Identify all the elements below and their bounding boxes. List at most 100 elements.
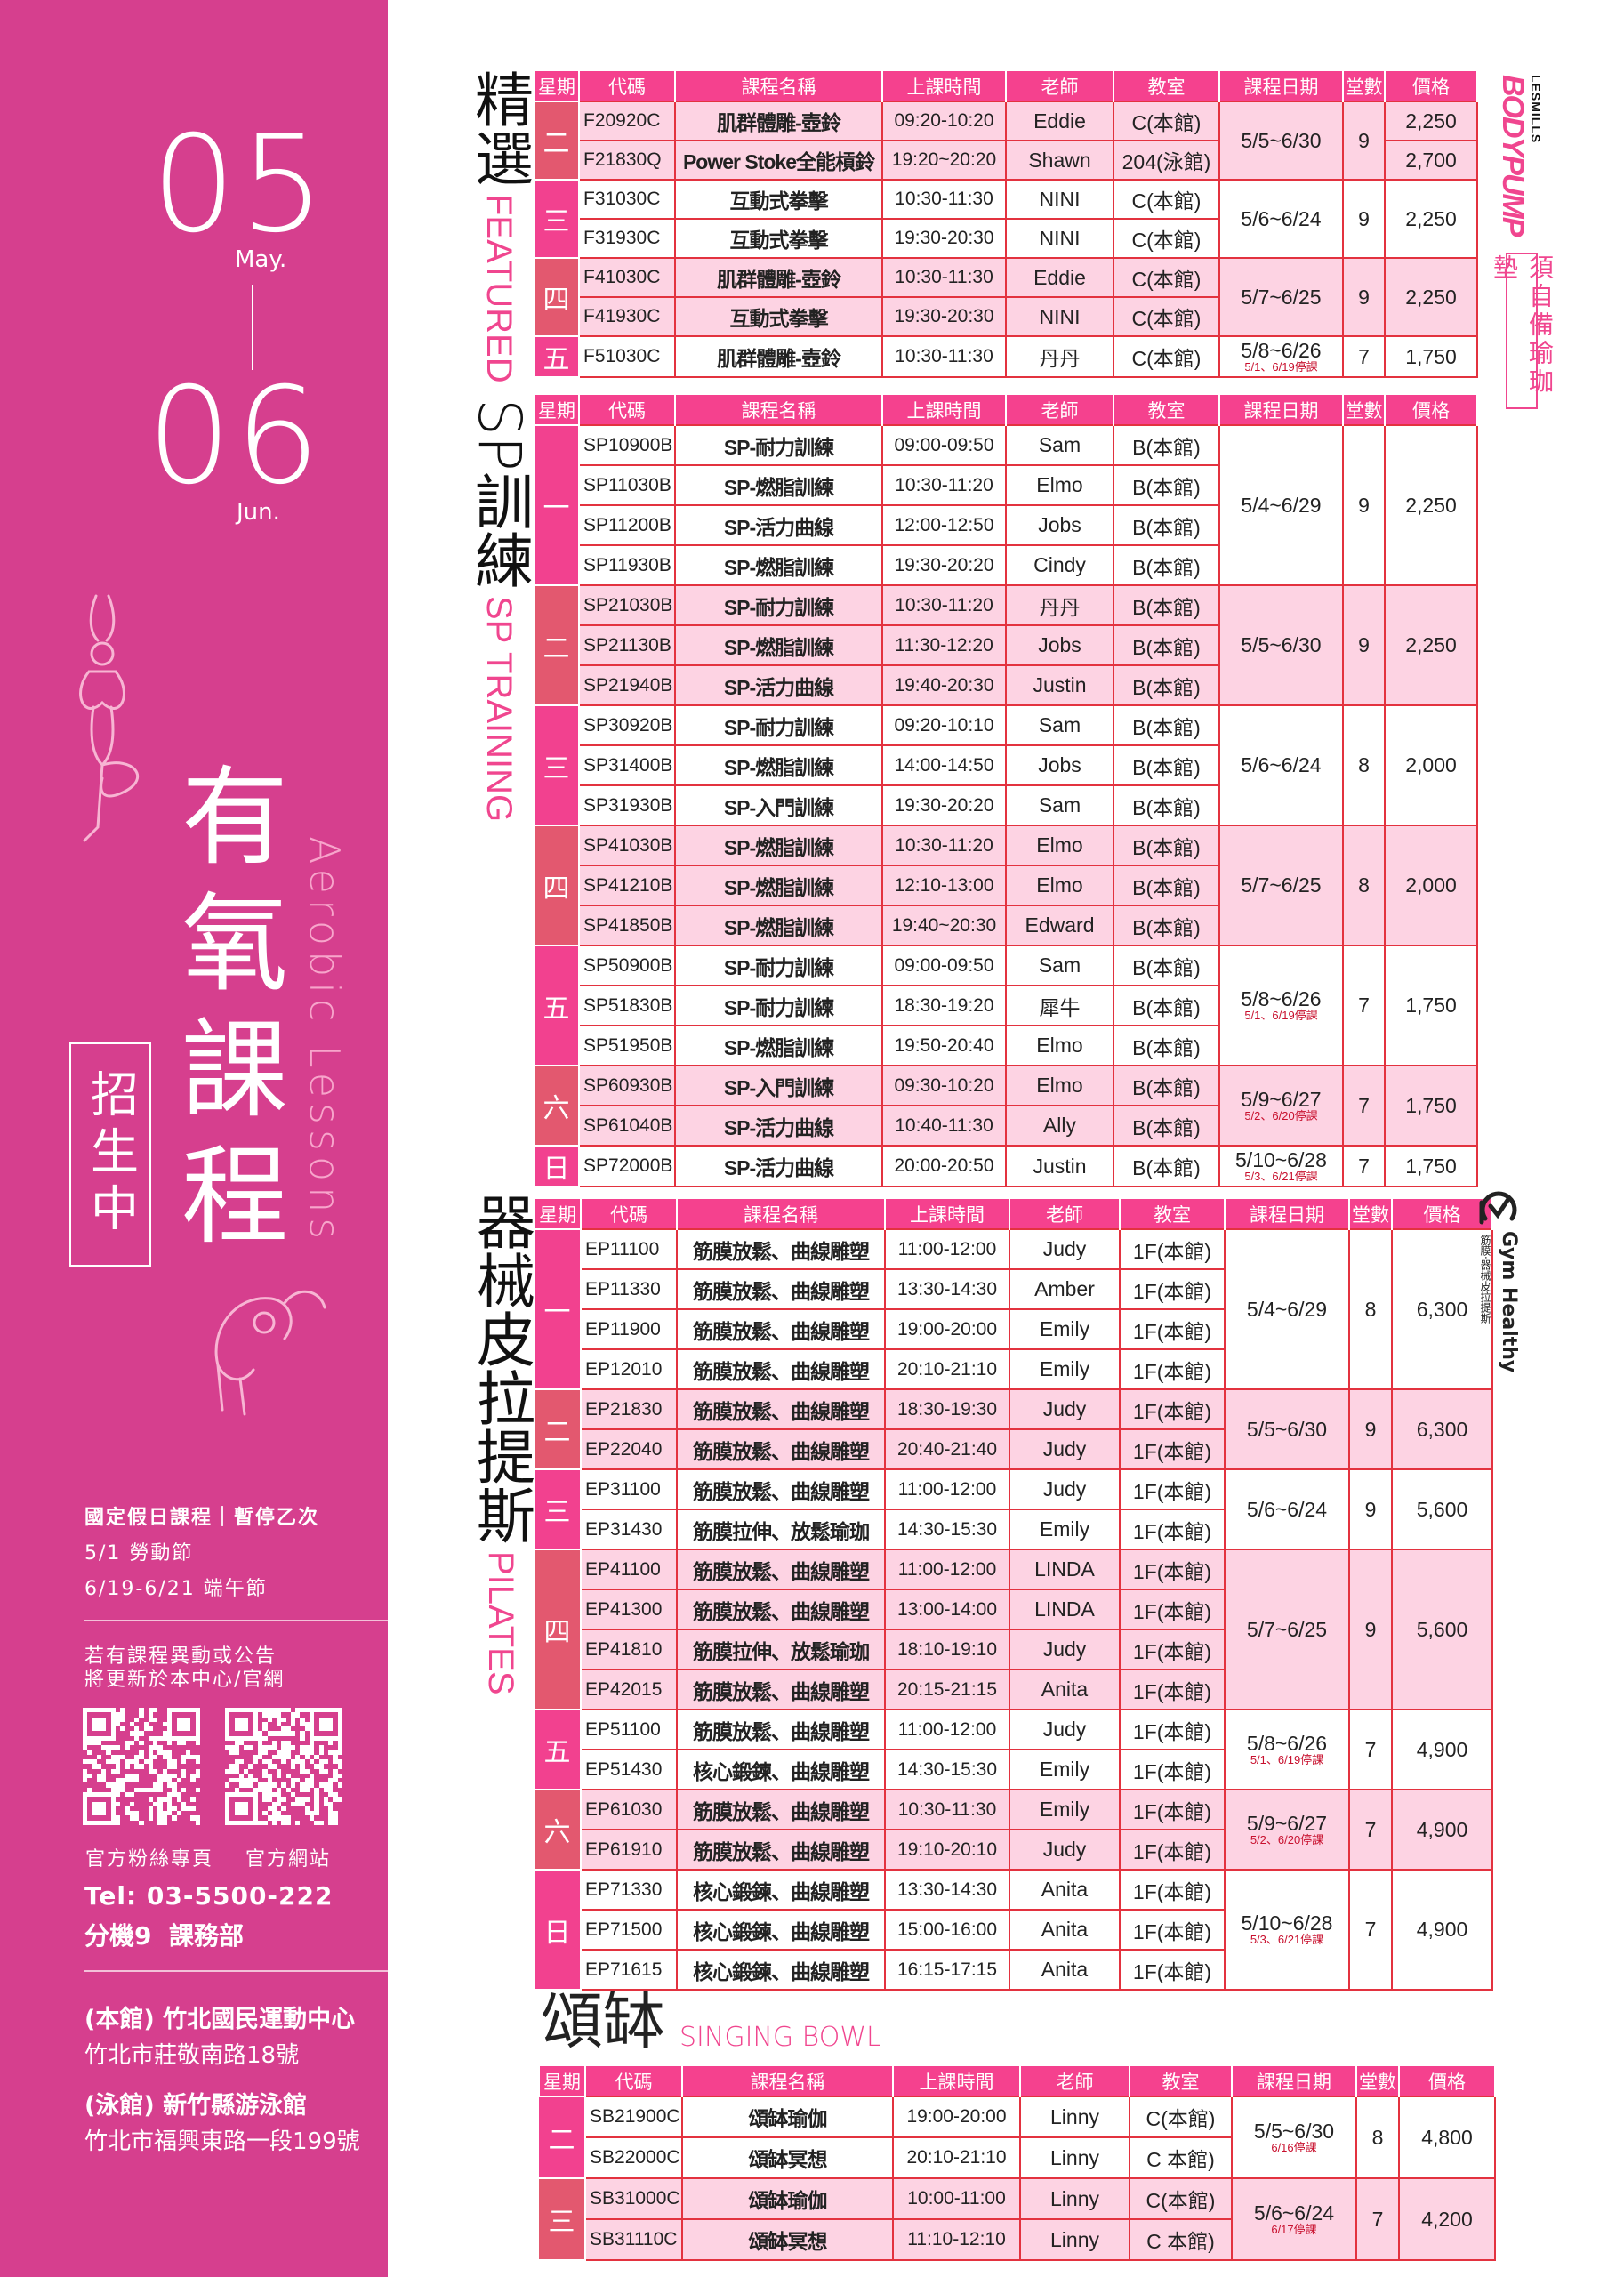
course-date: 5/9~6/27 (1241, 1087, 1322, 1111)
table-row[interactable]: 一 EP11100 筋膜放鬆、曲線雕塑 11:00-12:00 Judy 1F(本館) 5/… (535, 1228, 1493, 1390)
table-row[interactable]: 五 F51030C 肌群體雕-壺鈴 10:30-11:30 丹丹 C(本館) 5/8~6/2… (535, 335, 1478, 378)
course-room: 1F(本館) (1119, 1428, 1226, 1470)
course-room: 1F(本館) (1119, 1228, 1226, 1270)
table-row[interactable]: SP21940B SP-活力曲線 19:40-20:30 Justin B(本館) (535, 664, 1477, 706)
table-row[interactable]: 三 EP31100 筋膜放鬆、曲線雕塑 11:00-12:00 Judy 1F(本館) 5/… (535, 1468, 1493, 1550)
section-title-sp: SP訓練 SP TRAINING (465, 398, 534, 822)
column-header: 代碼 (578, 395, 676, 425)
course-code: SP41850B (578, 905, 676, 946)
course-name: SP-燃脂訓練 (674, 1025, 883, 1066)
table-row[interactable]: 四 F41030C 肌群體雕-壺鈴 10:30-11:30 Eddie C(本館) 5/7~… (535, 257, 1478, 337)
table-row[interactable]: EP71615 核心鍛鍊、曲線雕塑 16:15-17:15 Anita 1F(本館) (535, 1949, 1492, 1991)
table-row[interactable]: F41930C 互動式拳擊 19:30-20:30 NINI C(本館) (535, 296, 1477, 337)
suspension-note: 5/3、6/21停課 (1244, 1169, 1318, 1183)
table-row[interactable]: SB22000C 頌缽冥想 20:10-21:10 Linny C 本館) (539, 2136, 1495, 2179)
table-row[interactable]: SP11930B SP-燃脂訓練 19:30-20:20 Cindy B(本館) (535, 544, 1477, 586)
table-row[interactable]: EP22040 筋膜放鬆、曲線雕塑 20:40-21:40 Judy 1F(本館) (535, 1428, 1492, 1470)
course-date: 5/10~6/28 (1235, 1147, 1327, 1171)
course-room: B(本館) (1113, 865, 1220, 906)
course-time: 11:00-12:00 (884, 1468, 1010, 1510)
course-date-cell: 5/8~6/26 5/1、6/19停課 (1218, 335, 1344, 378)
course-teacher: Shawn (1005, 140, 1114, 181)
table-row[interactable]: SP11030B SP-燃脂訓練 10:30-11:20 Elmo B(本館) (535, 464, 1477, 506)
column-header: 上課時間 (892, 2066, 1021, 2096)
venue-address: 竹北市莊敬南路18號 (84, 2042, 300, 2069)
course-price: 2,000 (1384, 704, 1478, 826)
table-row[interactable]: 五 SP50900B SP-耐力訓練 09:00-09:50 Sam B(本館) 5/8~6… (535, 945, 1478, 1066)
table-row[interactable]: SP21130B SP-燃脂訓練 11:30-12:20 Jobs B(本館) (535, 624, 1477, 666)
course-teacher: Sam (1005, 784, 1114, 826)
course-teacher: 丹丹 (1005, 584, 1114, 626)
table-row[interactable]: 二 SP21030B SP-耐力訓練 10:30-11:20 丹丹 B(本館) 5/5~6/… (535, 584, 1478, 706)
table-row[interactable]: EP11330 筋膜放鬆、曲線雕塑 13:30-14:30 Amber 1F(本館) (535, 1268, 1492, 1310)
course-room: C 本館) (1129, 2136, 1233, 2179)
course-time: 18:10-19:10 (884, 1629, 1010, 1670)
table-row[interactable]: 三 SP30920B SP-耐力訓練 09:20-10:10 Sam B(本館) 5/6~6… (535, 704, 1478, 826)
course-time: 09:00-09:50 (881, 945, 1007, 986)
course-teacher: Eddie (1005, 101, 1114, 141)
section-title-cn: 頌缽 (541, 1985, 665, 2058)
table-row[interactable]: 三 F31030C 互動式拳擊 10:30-11:30 NINI C(本館) 5/6~6/2… (535, 179, 1478, 259)
website-qr-code[interactable] (225, 1708, 342, 1825)
table-row[interactable]: 一 SP10900B SP-耐力訓練 09:00-09:50 Sam B(本館) 5/4~6… (535, 424, 1478, 586)
table-row[interactable]: 二 F20920C 肌群體雕-壺鈴 09:20-10:20 Eddie C(本館) 5/5~… (535, 101, 1478, 181)
course-time: 19:10-20:10 (884, 1829, 1010, 1871)
qr-label-website: 官方網站 (245, 1848, 332, 1871)
table-row[interactable]: SP41210B SP-燃脂訓練 12:10-13:00 Elmo B(本館) (535, 865, 1477, 906)
table-row[interactable]: 二 EP21830 筋膜放鬆、曲線雕塑 18:30-19:30 Judy 1F(本館) 5/… (535, 1388, 1493, 1470)
course-code: F20920C (578, 101, 676, 141)
table-row[interactable]: F31930C 互動式拳擊 19:30-20:30 NINI C(本館) (535, 218, 1477, 259)
table-row[interactable]: SP51950B SP-燃脂訓練 19:50-20:40 Elmo B(本館) (535, 1025, 1477, 1066)
course-teacher: Judy (1009, 1228, 1121, 1270)
phone-number[interactable]: Tel: 03-5500-222 (84, 1881, 334, 1911)
table-row[interactable]: 四 EP41100 筋膜放鬆、曲線雕塑 11:00-12:00 LINDA 1F(本館) 5… (535, 1549, 1493, 1710)
table-row[interactable]: EP41810 筋膜拉伸、放鬆瑜珈 18:10-19:10 Judy 1F(本館) (535, 1629, 1492, 1670)
table-row[interactable]: EP12010 筋膜放鬆、曲線雕塑 20:10-21:10 Emily 1F(本館) (535, 1348, 1492, 1390)
column-header: 上課時間 (881, 71, 1007, 101)
course-code: F31030C (578, 179, 676, 220)
table-row[interactable]: EP31430 筋膜拉伸、放鬆瑜珈 14:30-15:30 Emily 1F(本館) (535, 1509, 1492, 1550)
course-teacher: Judy (1009, 1829, 1121, 1871)
course-code: EP71615 (580, 1949, 678, 1991)
table-row[interactable]: SP31400B SP-燃脂訓練 14:00-14:50 Jobs B(本館) (535, 744, 1477, 786)
table-row[interactable]: 二 SB21900C 頌缽瑜伽 19:00-20:00 Linny C(本館) 5/5~6/… (539, 2096, 1496, 2179)
table-row[interactable]: SP51830B SP-耐力訓練 18:30-19:20 犀牛 B(本館) (535, 985, 1477, 1026)
table-row[interactable]: SP41850B SP-燃脂訓練 19:40~20:30 Edward B(本館) (535, 905, 1477, 946)
table-row[interactable]: 四 SP41030B SP-燃脂訓練 10:30-11:20 Elmo B(本館) 5/7~… (535, 825, 1478, 946)
course-code: SP11200B (578, 504, 676, 546)
course-room: 1F(本館) (1119, 1829, 1226, 1871)
facebook-qr-code[interactable] (83, 1708, 200, 1825)
table-row[interactable]: F21830Q Power Stoke全能槓鈴 19:20~20:20 Shawn 20… (535, 140, 1478, 181)
table-row[interactable]: 六 EP61030 筋膜放鬆、曲線雕塑 10:30-11:30 Emily 1F(本館) 5… (535, 1789, 1493, 1871)
table-row[interactable]: 日 EP71330 核心鍛鍊、曲線雕塑 13:30-14:30 Anita 1F(本館) 5… (535, 1869, 1493, 1991)
session-count: 9 (1348, 1549, 1393, 1710)
table-row[interactable]: 日 SP72000B SP-活力曲線 20:00-20:50 Justin B(本館) 5/… (535, 1145, 1478, 1187)
table-row[interactable]: SB31110C 頌缽冥想 11:10-12:10 Linny C 本館) (539, 2218, 1495, 2261)
section-title-en: PILATES (481, 1551, 520, 1695)
table-row[interactable]: EP42015 筋膜放鬆、曲線雕塑 20:15-21:15 Anita 1F(本館) (535, 1669, 1492, 1710)
table-row[interactable]: 三 SB31000C 頌缽瑜伽 10:00-11:00 Linny C(本館) 5/6~6/… (539, 2177, 1496, 2261)
table-row[interactable]: EP11900 筋膜放鬆、曲線雕塑 19:00-20:00 Emily 1F(本館) (535, 1308, 1492, 1350)
featured-schedule-table: 星期 代碼 課程名稱 上課時間 老師 教室 課程日期 堂數 價格二 F20920C 肌群體雕-壺鈴 0… (534, 71, 1478, 378)
table-row[interactable]: SP61040B SP-活力曲線 10:40-11:30 Ally B(本館) (535, 1105, 1477, 1147)
table-row[interactable]: 六 SP60930B SP-入門訓練 09:30-10:20 Elmo B(本館) 5/9~… (535, 1065, 1478, 1147)
course-date-cell: 5/4~6/29 (1218, 424, 1344, 586)
table-row[interactable]: SP31930B SP-入門訓練 19:30-20:20 Sam B(本館) (535, 784, 1477, 826)
course-room: C(本館) (1129, 2177, 1233, 2220)
course-code: F31930C (578, 218, 676, 259)
column-header: 教室 (1119, 1199, 1226, 1229)
weekday-cell: 日 (535, 1869, 582, 1991)
table-row[interactable]: SP11200B SP-活力曲線 12:00-12:50 Jobs B(本館) (535, 504, 1477, 546)
table-row[interactable]: EP41300 筋膜放鬆、曲線雕塑 13:00-14:00 LINDA 1F(本館) (535, 1589, 1492, 1630)
table-row[interactable]: EP51430 核心鍛鍊、曲線雕塑 14:30-15:30 Emily 1F(本館) (535, 1749, 1492, 1790)
table-row[interactable]: EP71500 核心鍛鍊、曲線雕塑 15:00-16:00 Anita 1F(本館) (535, 1909, 1492, 1951)
column-header: 堂數 (1348, 1199, 1393, 1229)
course-teacher: Elmo (1005, 1065, 1114, 1106)
table-row[interactable]: 五 EP51100 筋膜放鬆、曲線雕塑 11:00-12:00 Judy 1F(本館) 5/… (535, 1709, 1493, 1790)
column-header: 價格 (1391, 1199, 1493, 1229)
course-name: 筋膜放鬆、曲線雕塑 (676, 1589, 886, 1630)
table-row[interactable]: EP61910 筋膜放鬆、曲線雕塑 19:10-20:10 Judy 1F(本館) (535, 1829, 1492, 1871)
suspension-note: 5/1、6/19停課 (1244, 359, 1318, 374)
course-price: 5,600 (1391, 1549, 1493, 1710)
course-room: 1F(本館) (1119, 1909, 1226, 1951)
